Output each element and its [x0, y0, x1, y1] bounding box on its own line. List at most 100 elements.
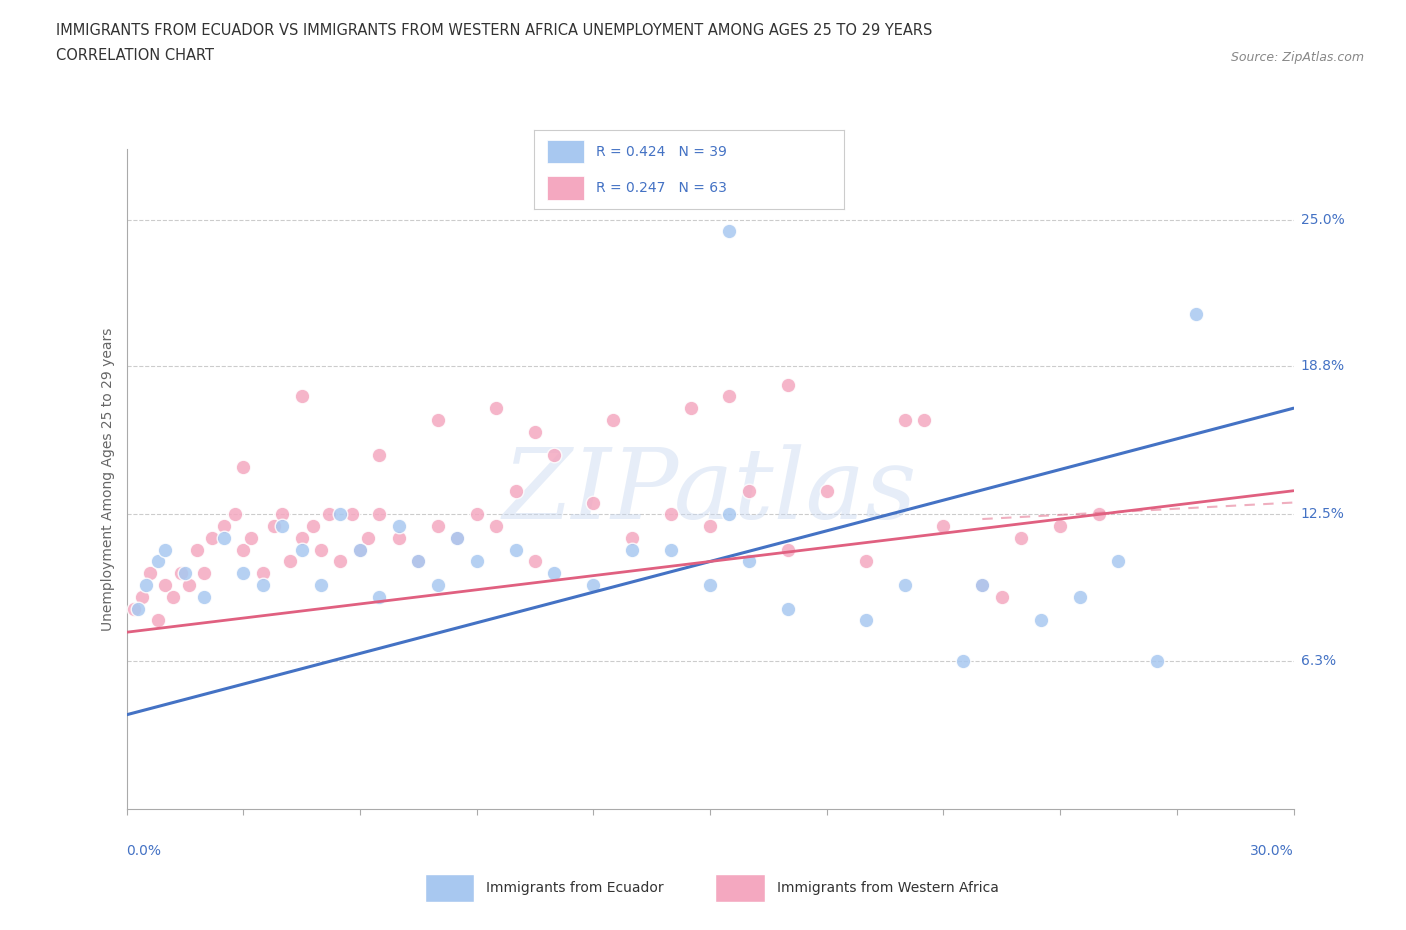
Point [426, 519, 449, 534]
Point [621, 530, 644, 545]
Text: R = 0.247   N = 63: R = 0.247 N = 63 [596, 181, 727, 195]
Point [738, 484, 761, 498]
Point [990, 590, 1012, 604]
Point [349, 542, 371, 557]
Point [131, 590, 153, 604]
Point [388, 519, 411, 534]
Text: ZIPatlas: ZIPatlas [503, 445, 917, 539]
Point [290, 542, 312, 557]
Point [485, 519, 508, 534]
Point [718, 224, 741, 239]
Point [146, 554, 169, 569]
Point [679, 401, 702, 416]
Point [329, 554, 352, 569]
Point [212, 530, 235, 545]
Point [302, 519, 325, 534]
Point [278, 554, 301, 569]
Point [776, 378, 799, 392]
Point [446, 530, 468, 545]
Point [776, 542, 799, 557]
Point [543, 448, 565, 463]
Point [357, 530, 380, 545]
Point [855, 554, 877, 569]
Text: 6.3%: 6.3% [1301, 654, 1336, 668]
Point [582, 578, 605, 592]
Point [329, 507, 352, 522]
Point [815, 484, 838, 498]
Point [186, 542, 208, 557]
Point [174, 565, 197, 580]
Point [465, 507, 488, 522]
Bar [425, 874, 474, 902]
Point [972, 578, 994, 592]
Text: CORRELATION CHART: CORRELATION CHART [56, 48, 214, 63]
Point [1088, 507, 1111, 522]
Point [659, 507, 682, 522]
Point [212, 519, 235, 534]
Point [177, 578, 200, 592]
Y-axis label: Unemployment Among Ages 25 to 29 years: Unemployment Among Ages 25 to 29 years [101, 327, 115, 631]
Point [621, 542, 644, 557]
Text: 12.5%: 12.5% [1301, 508, 1344, 522]
Point [388, 530, 411, 545]
Point [1010, 530, 1032, 545]
Point [224, 507, 246, 522]
Point [738, 554, 761, 569]
Point [309, 542, 332, 557]
Point [146, 613, 169, 628]
Point [232, 459, 254, 474]
Point [309, 578, 332, 592]
Point [170, 565, 193, 580]
Point [718, 507, 741, 522]
Text: 25.0%: 25.0% [1301, 213, 1344, 227]
Point [1069, 590, 1091, 604]
Text: IMMIGRANTS FROM ECUADOR VS IMMIGRANTS FROM WESTERN AFRICA UNEMPLOYMENT AMONG AGE: IMMIGRANTS FROM ECUADOR VS IMMIGRANTS FR… [56, 23, 932, 38]
Point [193, 590, 215, 604]
Point [290, 389, 312, 404]
Point [1108, 554, 1130, 569]
Point [485, 401, 508, 416]
Text: Immigrants from Ecuador: Immigrants from Ecuador [486, 881, 664, 896]
Point [155, 542, 177, 557]
Point [155, 578, 177, 592]
Point [932, 519, 955, 534]
Point [340, 507, 363, 522]
Point [271, 519, 294, 534]
Point [408, 554, 430, 569]
Point [252, 578, 274, 592]
Point [972, 578, 994, 592]
Point [523, 424, 546, 439]
Point [543, 565, 565, 580]
Point [465, 554, 488, 569]
Point [124, 601, 146, 616]
Bar [547, 176, 583, 200]
Point [912, 413, 935, 428]
Point [368, 507, 391, 522]
Point [699, 578, 721, 592]
Point [426, 578, 449, 592]
Point [426, 413, 449, 428]
Point [1029, 613, 1052, 628]
Point [162, 590, 184, 604]
Text: 0.0%: 0.0% [127, 844, 162, 858]
Point [127, 601, 149, 616]
Point [290, 530, 312, 545]
Point [1185, 307, 1208, 322]
Point [263, 519, 285, 534]
Point [139, 565, 162, 580]
Point [193, 565, 215, 580]
Point [135, 578, 157, 592]
Bar [716, 874, 765, 902]
Point [893, 578, 915, 592]
Point [368, 448, 391, 463]
Point [201, 530, 224, 545]
Point [408, 554, 430, 569]
Point [368, 590, 391, 604]
Point [699, 519, 721, 534]
Text: 30.0%: 30.0% [1250, 844, 1294, 858]
Point [349, 542, 371, 557]
Point [602, 413, 624, 428]
Point [252, 565, 274, 580]
Text: 18.8%: 18.8% [1301, 359, 1344, 373]
Point [855, 613, 877, 628]
